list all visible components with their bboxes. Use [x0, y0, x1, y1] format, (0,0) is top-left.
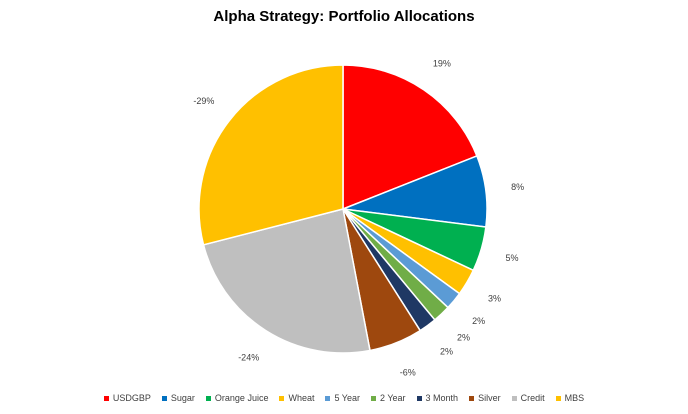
data-label: -6%: [400, 368, 416, 378]
data-label: 8%: [511, 182, 524, 192]
data-label: -24%: [238, 353, 259, 363]
legend-item: Silver: [469, 393, 501, 403]
legend-item: 5 Year: [325, 393, 360, 403]
legend-item: 2 Year: [371, 393, 406, 403]
pie-slices: [198, 64, 488, 354]
legend-label: 3 Month: [425, 393, 459, 403]
legend-label: 2 Year: [380, 393, 406, 403]
data-label: 2%: [472, 316, 485, 326]
legend-item: MBS: [555, 393, 585, 403]
legend-swatch: [325, 395, 331, 401]
legend: USDGBP Sugar Orange Juice Wheat 5 Year 2 Year…: [0, 393, 688, 403]
data-label: 2%: [457, 332, 470, 342]
legend-item: Sugar: [161, 393, 195, 403]
pie-slice-usdgbp: [342, 64, 478, 211]
legend-swatch: [279, 395, 285, 401]
legend-swatch: [511, 395, 517, 401]
legend-swatch: [371, 395, 376, 401]
data-label: 19%: [433, 58, 451, 68]
legend-swatch: [103, 395, 109, 401]
legend-swatch: [555, 395, 561, 401]
legend-label: 5 Year: [334, 393, 360, 403]
legend-swatch: [469, 395, 475, 401]
legend-label: Wheat: [288, 393, 315, 403]
data-label: 3%: [488, 294, 501, 304]
legend-label: USDGBP: [112, 393, 151, 403]
legend-swatch: [416, 395, 422, 401]
legend-item: 3 Month: [416, 393, 459, 403]
chart-title: Alpha Strategy: Portfolio Allocations: [213, 8, 475, 25]
legend-label: Sugar: [170, 393, 195, 403]
legend-label: Silver: [478, 393, 501, 403]
legend-item: Credit: [511, 393, 545, 403]
pie-slice-mbs: [198, 64, 344, 246]
legend-swatch: [161, 395, 167, 401]
legend-item: Wheat: [279, 393, 314, 403]
data-label: 5%: [505, 253, 518, 263]
legend-item: Orange Juice: [205, 393, 269, 403]
legend-label: Orange Juice: [214, 393, 269, 403]
legend-swatch: [205, 395, 211, 401]
legend-label: Credit: [520, 393, 545, 403]
data-labels: 19%8%5%3%2%2%2%-6%-24%-29%: [193, 58, 524, 377]
pie-slice-credit: [202, 208, 371, 354]
legend-item: USDGBP: [103, 393, 151, 403]
data-label: 2%: [440, 346, 453, 356]
data-label: -29%: [193, 96, 214, 106]
legend-label: MBS: [564, 393, 585, 403]
